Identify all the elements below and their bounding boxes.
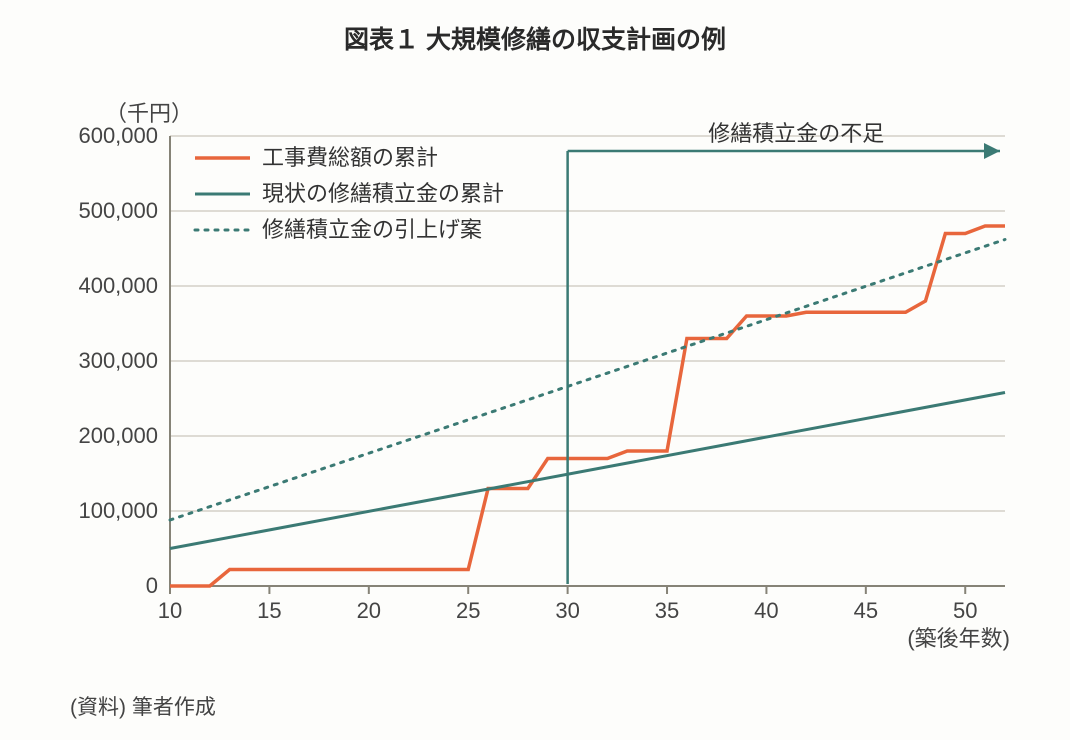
y-tick-label: 200,000 <box>78 423 158 448</box>
x-tick-label: 10 <box>158 598 182 623</box>
x-tick-label: 15 <box>257 598 281 623</box>
y-tick-label: 400,000 <box>78 273 158 298</box>
annotation-arrow-head <box>984 143 1000 159</box>
y-tick-label: 0 <box>146 573 158 598</box>
x-axis-unit-label: (築後年数) <box>907 621 1010 653</box>
legend-label: 工事費総額の累計 <box>262 145 438 170</box>
chart-area: （千円） 0100,000200,000300,000400,000500,00… <box>0 56 1070 676</box>
chart-svg: 0100,000200,000300,000400,000500,000600,… <box>0 56 1070 676</box>
y-tick-label: 100,000 <box>78 498 158 523</box>
annotation-label: 修繕積立金の不足 <box>708 121 884 146</box>
chart-title: 図表１ 大規模修繕の収支計画の例 <box>0 0 1070 56</box>
source-note: (資料) 筆者作成 <box>0 676 1070 721</box>
series-line <box>170 240 1005 521</box>
series-line <box>170 226 1005 586</box>
x-tick-label: 35 <box>655 598 679 623</box>
x-tick-label: 25 <box>456 598 480 623</box>
y-tick-label: 300,000 <box>78 348 158 373</box>
legend-label: 現状の修繕積立金の累計 <box>262 181 504 206</box>
x-tick-label: 50 <box>953 598 977 623</box>
series-line <box>170 393 1005 549</box>
y-axis-unit-label: （千円） <box>105 96 193 128</box>
legend-label: 修繕積立金の引上げ案 <box>262 217 482 242</box>
y-tick-label: 500,000 <box>78 198 158 223</box>
x-tick-label: 40 <box>754 598 778 623</box>
x-tick-label: 45 <box>854 598 878 623</box>
x-tick-label: 20 <box>357 598 381 623</box>
x-tick-label: 30 <box>555 598 579 623</box>
